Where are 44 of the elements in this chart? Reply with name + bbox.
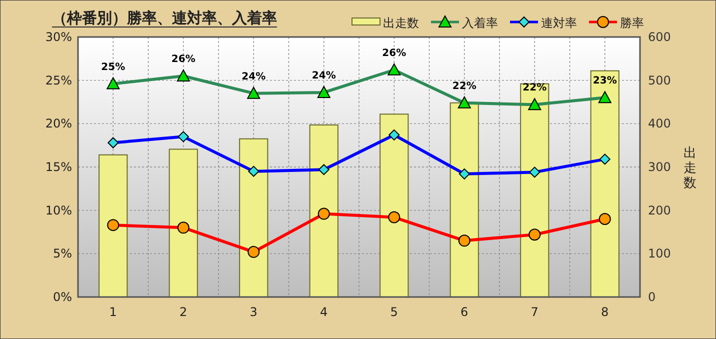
chart-title: （枠番別）勝率、連対率、入着率 bbox=[52, 9, 277, 27]
bar bbox=[239, 138, 268, 298]
x-tick-label: 7 bbox=[530, 305, 538, 319]
x-tick-label: 5 bbox=[390, 305, 398, 319]
x-tick-label: 8 bbox=[601, 305, 609, 319]
data-label: 26% bbox=[382, 48, 406, 59]
x-tick-label: 1 bbox=[109, 305, 117, 319]
data-label: 24% bbox=[312, 70, 336, 82]
x-tick-label: 4 bbox=[320, 305, 328, 319]
bar bbox=[380, 114, 409, 298]
y2-tick-label: 400 bbox=[648, 116, 671, 131]
bar bbox=[168, 148, 198, 298]
y2-tick-label: 300 bbox=[648, 160, 671, 174]
bar bbox=[520, 83, 550, 298]
legend-label: 勝率 bbox=[620, 16, 644, 30]
y-tick-label: 20% bbox=[45, 116, 72, 131]
legend-label: 連対率 bbox=[541, 16, 577, 30]
data-label: 22% bbox=[452, 80, 476, 92]
data-label: 24% bbox=[242, 71, 266, 82]
y2-tick-label: 200 bbox=[648, 203, 671, 218]
data-label: 26% bbox=[171, 54, 196, 65]
data-label: 22% bbox=[522, 82, 547, 94]
x-tick-label: 2 bbox=[180, 305, 188, 319]
y-tick-label: 5% bbox=[52, 246, 72, 261]
y2-tick-label: 500 bbox=[648, 73, 671, 88]
bar bbox=[98, 154, 128, 298]
data-label: 25% bbox=[101, 62, 126, 73]
bar bbox=[590, 70, 620, 298]
x-tick-label: 6 bbox=[460, 305, 468, 319]
y2-tick-label: 600 bbox=[648, 30, 671, 44]
legend-label: 出走数 bbox=[383, 16, 419, 30]
legend-label: 入着率 bbox=[462, 16, 498, 30]
bar bbox=[309, 124, 338, 298]
y2-tick-label: 0 bbox=[648, 290, 656, 304]
y2-tick-label: 100 bbox=[648, 246, 671, 261]
y-tick-label: 0% bbox=[52, 290, 72, 304]
y-tick-label: 15% bbox=[45, 160, 72, 174]
bar bbox=[450, 102, 479, 298]
y-tick-label: 30% bbox=[45, 30, 72, 44]
y-tick-label: 25% bbox=[45, 73, 72, 88]
y-tick-label: 10% bbox=[45, 203, 72, 218]
y2-axis-title: 出走数 bbox=[684, 146, 696, 191]
data-label: 23% bbox=[592, 76, 617, 87]
x-tick-label: 3 bbox=[250, 305, 258, 319]
